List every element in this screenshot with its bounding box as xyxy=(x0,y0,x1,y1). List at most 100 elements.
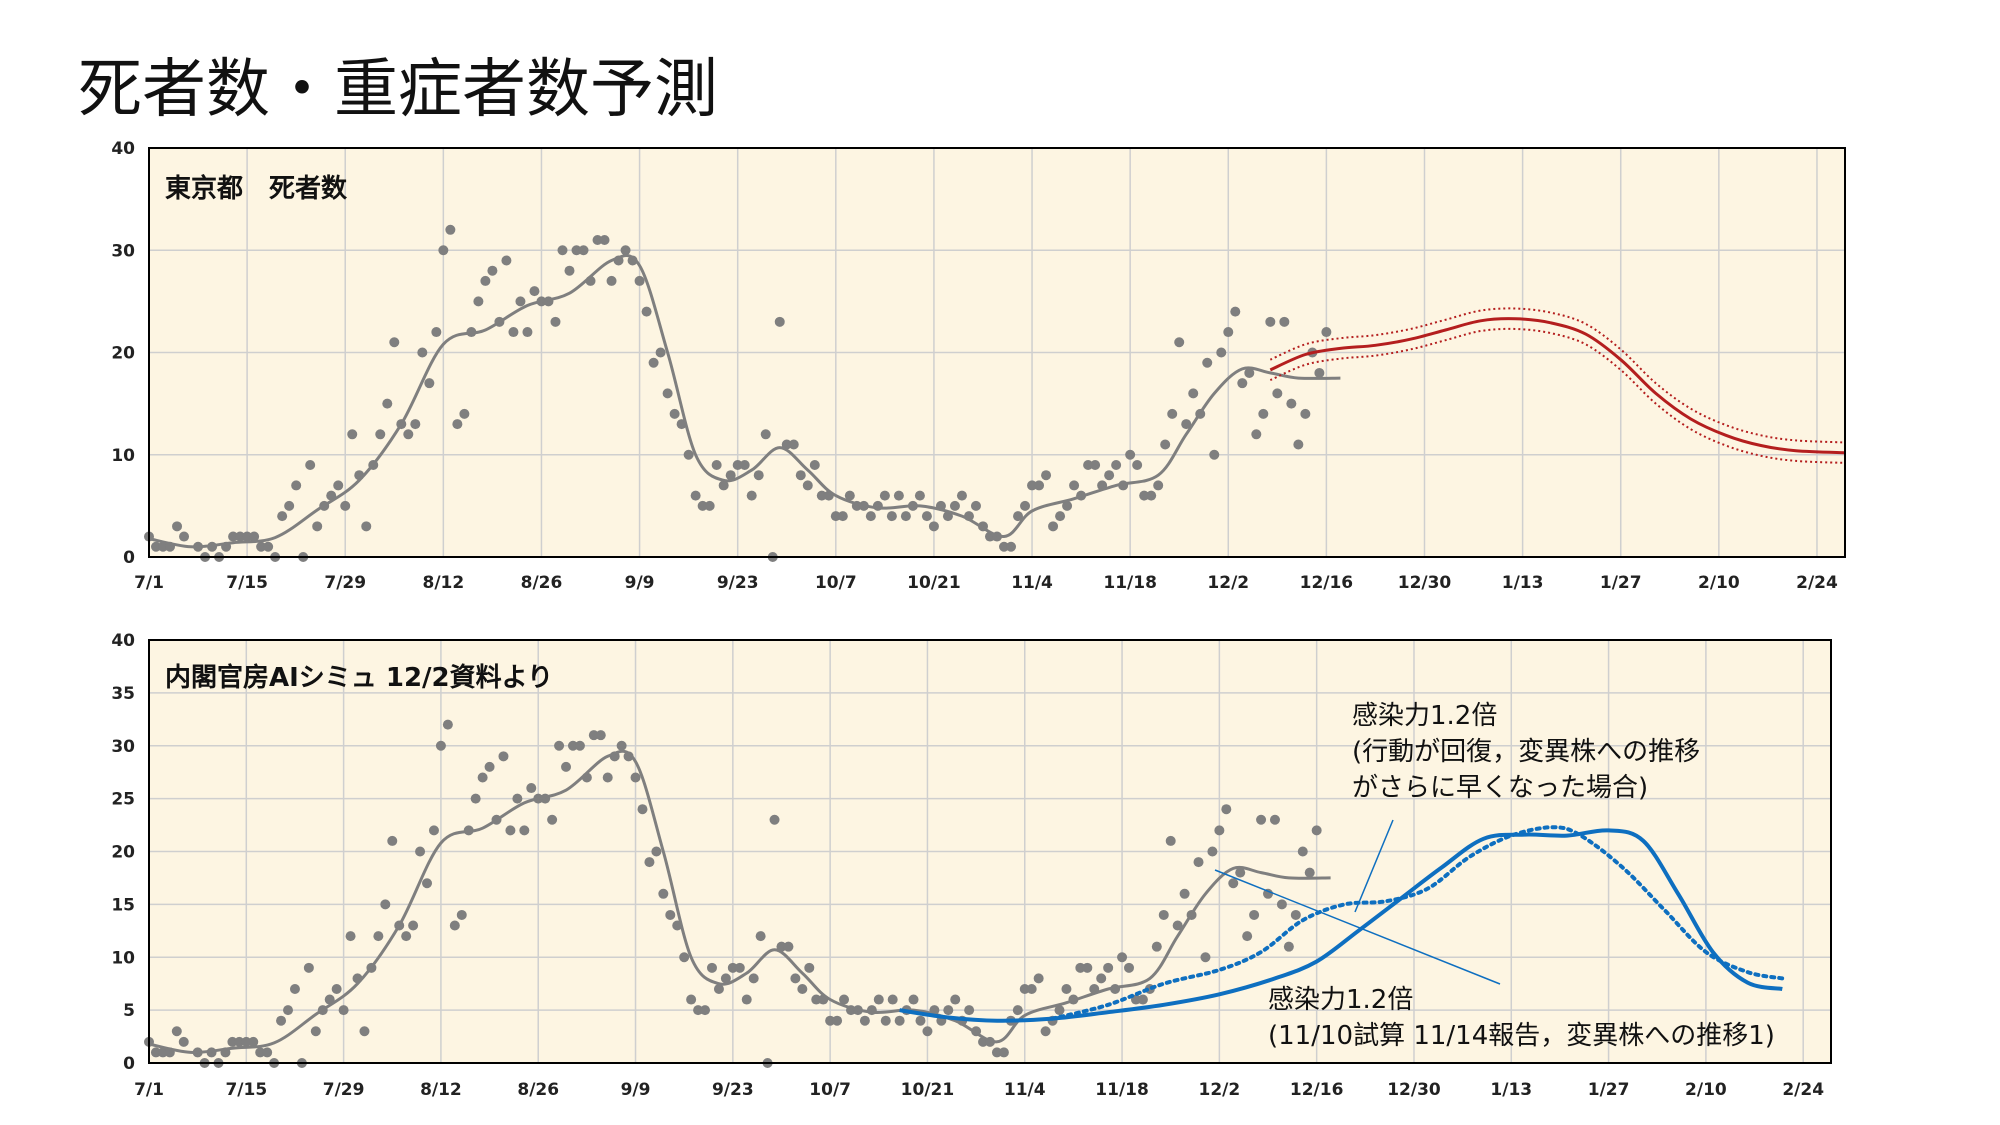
data-point xyxy=(748,973,759,984)
data-point xyxy=(700,1005,711,1016)
data-point xyxy=(1283,941,1294,952)
x-tick-label: 7/29 xyxy=(323,1080,365,1100)
x-tick-label: 10/21 xyxy=(907,573,961,593)
data-point xyxy=(880,1015,891,1026)
data-point xyxy=(277,511,288,522)
data-point xyxy=(310,1026,321,1037)
data-point xyxy=(571,245,582,256)
x-tick-label: 2/24 xyxy=(1782,1080,1824,1100)
data-point xyxy=(887,994,898,1005)
y-tick-labels: 0 5 10 15 20 25 30 35 40 xyxy=(111,631,135,1074)
data-point xyxy=(727,962,738,973)
data-point xyxy=(361,521,372,532)
data-point xyxy=(557,245,568,256)
data-point xyxy=(825,1015,836,1026)
data-point xyxy=(1242,931,1253,942)
moving-average-line xyxy=(148,749,1331,1054)
data-point xyxy=(1054,1005,1065,1016)
data-point xyxy=(830,511,841,522)
data-point xyxy=(171,1026,182,1037)
data-point xyxy=(1172,920,1183,931)
data-point xyxy=(179,531,190,542)
x-tick-label: 11/4 xyxy=(1004,1080,1046,1100)
data-point xyxy=(769,814,780,825)
data-point xyxy=(1020,500,1031,511)
data-point xyxy=(1075,962,1086,973)
data-point xyxy=(637,804,648,815)
data-point xyxy=(943,1005,954,1016)
annotation-text: (11/10試算 11/14報告，変異株への推移1) xyxy=(1268,1021,1775,1051)
data-point xyxy=(1041,470,1052,481)
y-tick-label: 20 xyxy=(111,344,135,364)
data-point xyxy=(262,1047,273,1058)
data-point xyxy=(158,541,169,552)
data-point xyxy=(1293,439,1304,450)
data-point xyxy=(788,439,799,450)
data-point xyxy=(1006,541,1017,552)
y-tick-label: 35 xyxy=(111,684,135,704)
data-point xyxy=(1214,825,1225,836)
data-point xyxy=(512,793,523,804)
data-point xyxy=(755,931,766,942)
data-point xyxy=(1158,909,1169,920)
x-tick-label: 12/30 xyxy=(1398,573,1452,593)
data-point xyxy=(1104,470,1115,481)
data-point xyxy=(445,224,456,235)
data-point xyxy=(1237,378,1248,389)
data-point xyxy=(305,459,316,470)
data-point xyxy=(950,994,961,1005)
data-point xyxy=(1012,1005,1023,1016)
data-point xyxy=(1179,888,1190,899)
data-point xyxy=(508,327,519,338)
y-tick-label: 30 xyxy=(111,737,135,757)
x-tick-label: 8/26 xyxy=(517,1080,559,1100)
data-point xyxy=(648,357,659,368)
data-point xyxy=(470,793,481,804)
data-point xyxy=(1181,419,1192,430)
y-tick-labels: 0 10 20 30 40 xyxy=(111,139,135,568)
plot-frame xyxy=(148,639,1832,1064)
data-point xyxy=(1304,867,1315,878)
data-point xyxy=(1117,952,1128,963)
data-point xyxy=(1055,511,1066,522)
data-point xyxy=(956,490,967,501)
data-point xyxy=(283,1005,294,1016)
data-point xyxy=(554,740,565,751)
data-point xyxy=(505,825,516,836)
data-point xyxy=(380,899,391,910)
data-point xyxy=(859,1015,870,1026)
data-point xyxy=(1230,306,1241,317)
data-point xyxy=(893,490,904,501)
x-tick-label: 12/30 xyxy=(1387,1080,1441,1100)
horizontal-grid xyxy=(149,249,1845,456)
data-point xyxy=(498,751,509,762)
data-point xyxy=(641,306,652,317)
data-point xyxy=(428,825,439,836)
data-point xyxy=(711,459,722,470)
data-point xyxy=(595,730,606,741)
data-point xyxy=(564,265,575,276)
data-point xyxy=(1160,439,1171,450)
data-point xyxy=(1223,327,1234,338)
data-point xyxy=(1297,846,1308,857)
data-point xyxy=(567,740,578,751)
annotation-text: がさらに早くなった場合) xyxy=(1352,773,1648,803)
y-tick-label: 10 xyxy=(111,948,135,968)
data-point xyxy=(922,1026,933,1037)
data-point xyxy=(1228,878,1239,889)
data-point xyxy=(1027,480,1038,491)
x-tick-label: 1/27 xyxy=(1600,573,1642,593)
data-point xyxy=(1125,449,1136,460)
data-point xyxy=(291,480,302,491)
data-point xyxy=(1249,909,1260,920)
x-tick-label: 9/9 xyxy=(621,1080,651,1100)
moving-average-line xyxy=(148,254,1341,549)
x-tick-label: 2/10 xyxy=(1685,1080,1727,1100)
y-tick-label: 0 xyxy=(123,1054,135,1074)
x-tick-label: 10/21 xyxy=(901,1080,955,1100)
data-point xyxy=(1286,398,1297,409)
data-point xyxy=(1153,480,1164,491)
x-tick-label: 12/16 xyxy=(1290,1080,1344,1100)
data-point xyxy=(1103,962,1114,973)
y-tick-label: 40 xyxy=(111,631,135,651)
